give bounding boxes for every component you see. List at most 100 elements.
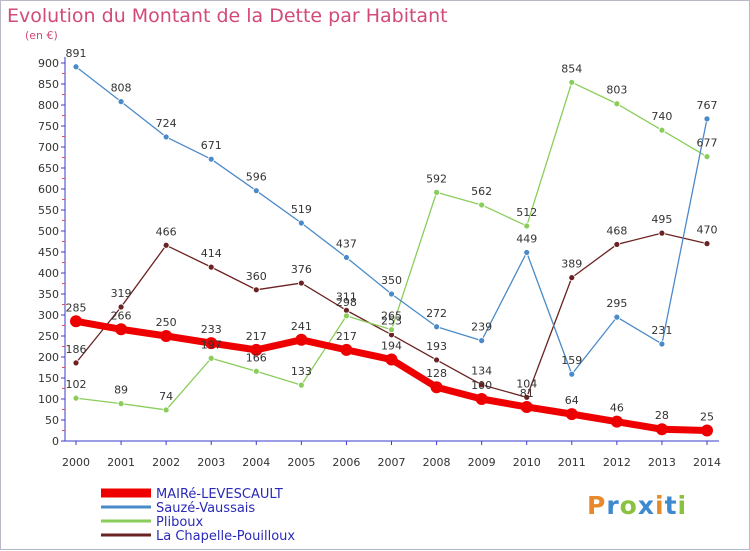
data-label: 102 — [66, 378, 87, 391]
y-tick-label: 350 — [38, 288, 59, 301]
data-point — [523, 393, 531, 401]
x-tick-label: 2001 — [107, 456, 135, 469]
data-label: 231 — [651, 324, 672, 337]
data-label: 239 — [471, 321, 492, 334]
data-point — [568, 78, 576, 86]
x-tick-label: 2009 — [468, 456, 496, 469]
data-point — [385, 353, 398, 366]
x-tick-label: 2008 — [423, 456, 451, 469]
data-label: 193 — [426, 340, 447, 353]
data-label: 376 — [291, 263, 312, 276]
logo-letter: i — [655, 491, 665, 520]
legend-label: MAIRé-LEVESCAULT — [156, 487, 283, 502]
data-label: 562 — [471, 185, 492, 198]
x-tick-label: 2012 — [603, 456, 631, 469]
data-point — [207, 263, 215, 271]
data-label: 272 — [426, 307, 447, 320]
data-point — [703, 153, 711, 161]
y-tick-label: 600 — [38, 183, 59, 196]
data-point — [343, 254, 350, 261]
data-label: 740 — [651, 110, 672, 123]
data-point — [70, 315, 82, 328]
data-point — [520, 400, 533, 413]
y-tick-label: 150 — [38, 372, 59, 385]
data-point — [568, 370, 576, 378]
y-tick-label: 800 — [38, 99, 59, 112]
data-point — [701, 424, 713, 437]
data-point — [703, 240, 711, 248]
data-label: 89 — [114, 384, 128, 397]
x-tick-label: 2005 — [287, 456, 315, 469]
data-point — [475, 393, 488, 405]
data-label: 512 — [516, 206, 537, 219]
y-tick-label: 650 — [38, 162, 59, 175]
data-label: 319 — [111, 287, 132, 300]
data-point — [297, 381, 305, 389]
data-point — [703, 115, 711, 123]
logo-letter: x — [637, 491, 655, 520]
x-tick-label: 2010 — [513, 456, 541, 469]
data-point — [205, 337, 218, 350]
logo-letter: o — [619, 491, 638, 520]
data-point — [162, 133, 170, 141]
data-label: 186 — [66, 343, 87, 356]
data-point — [160, 330, 173, 342]
data-point — [250, 343, 263, 356]
y-tick-label: 250 — [38, 330, 59, 343]
data-point — [565, 408, 578, 421]
data-label: 134 — [471, 365, 492, 378]
y-tick-label: 500 — [38, 225, 59, 238]
x-tick-label: 2011 — [558, 456, 586, 469]
data-label: 677 — [697, 137, 718, 150]
data-label: 437 — [336, 237, 357, 250]
data-label: 28 — [655, 409, 669, 422]
x-tick-label: 2006 — [332, 456, 360, 469]
data-label: 495 — [651, 213, 672, 226]
data-point — [388, 326, 395, 334]
y-tick-label: 400 — [38, 267, 59, 280]
x-tick-label: 2002 — [152, 456, 180, 469]
y-tick-label: 0 — [52, 435, 59, 448]
data-point — [297, 219, 305, 227]
data-point — [252, 286, 260, 294]
data-point — [117, 400, 125, 408]
data-label: 104 — [516, 377, 537, 390]
data-point — [295, 333, 308, 346]
data-label: 100 — [471, 379, 492, 392]
data-label: 265 — [381, 310, 402, 323]
data-point — [340, 343, 353, 356]
y-tick-label: 450 — [38, 246, 59, 259]
data-label: 295 — [606, 297, 627, 310]
data-point — [207, 155, 215, 163]
data-label: 46 — [610, 402, 624, 415]
data-label: 197 — [201, 338, 222, 351]
data-label: 470 — [697, 224, 718, 237]
data-point — [72, 63, 80, 71]
data-point — [433, 188, 440, 196]
data-label: 468 — [606, 224, 627, 237]
data-label: 133 — [291, 365, 312, 378]
data-point — [523, 249, 531, 256]
data-label: 298 — [336, 296, 357, 309]
x-tick-label: 2003 — [197, 456, 225, 469]
data-label: 217 — [246, 330, 267, 343]
logo-letter: i — [677, 491, 688, 520]
y-tick-label: 550 — [38, 204, 59, 217]
data-label: 854 — [561, 62, 582, 75]
y-tick-label: 900 — [38, 57, 59, 70]
data-point — [433, 323, 440, 331]
data-label: 128 — [426, 367, 447, 380]
data-point — [252, 367, 260, 375]
data-point — [478, 337, 486, 345]
data-label: 360 — [246, 270, 267, 283]
logo-letter: t — [664, 491, 678, 520]
data-point — [72, 394, 80, 402]
data-point — [117, 303, 125, 311]
y-tick-label: 50 — [45, 414, 59, 427]
data-point — [115, 323, 128, 336]
logo-letter: r — [606, 491, 620, 520]
data-point — [613, 241, 621, 248]
data-point — [343, 312, 350, 320]
